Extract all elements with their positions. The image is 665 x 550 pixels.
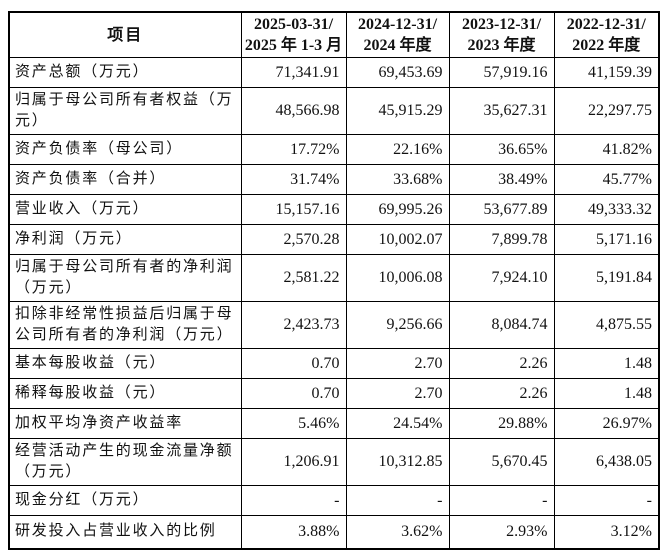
row-value: 2.26 [448,348,555,379]
row-value: 2,423.73 [240,301,347,349]
table-row: 资产负债率（合并） 31.74% 33.68% 38.49% 45.77% [8,164,660,195]
row-label: 研发投入占营业收入的比例 [8,515,242,549]
row-value: 22.16% [345,134,450,165]
row-value: 1.48 [553,348,660,379]
row-value: 7,899.78 [448,224,555,255]
row-label: 稀释每股收益（元） [8,378,242,409]
table-row: 研发投入占营业收入的比例 3.88% 3.62% 2.93% 3.12% [8,515,660,549]
row-label: 经营活动产生的现金流量净额 （万元） [8,438,242,486]
table-row: 资产负债率（母公司） 17.72% 22.16% 36.65% 41.82% [8,134,660,165]
row-value: 3.12% [553,515,660,549]
row-value: 41,159.39 [553,57,660,88]
row-value: 45,915.29 [345,87,450,135]
table-row: 经营活动产生的现金流量净额 （万元） 1,206.91 10,312.85 5,670… [8,438,660,486]
row-value: 8,084.74 [448,301,555,349]
table-row: 加权平均净资产收益率 5.46% 24.54% 29.88% 26.97% [8,408,660,439]
row-label: 营业收入（万元） [8,194,242,225]
table-row: 资产总额（万元） 71,341.91 69,453.69 57,919.16 41,15… [8,57,660,88]
table-row: 营业收入（万元） 15,157.16 69,995.26 53,677.89 49,33… [8,194,660,225]
row-value: 17.72% [240,134,347,165]
row-value: 38.49% [448,164,555,195]
row-value: 5,191.84 [553,254,660,302]
row-label: 现金分红（万元） [8,485,242,516]
row-label: 归属于母公司所有者的净利润 （万元） [8,254,242,302]
row-label: 资产总额（万元） [8,57,242,88]
row-value: 69,995.26 [345,194,450,225]
row-value: 0.70 [240,348,347,379]
row-value: 53,677.89 [448,194,555,225]
row-label: 归属于母公司所有者权益（万 元） [8,87,242,135]
row-value: 31.74% [240,164,347,195]
row-value: 10,312.85 [345,438,450,486]
table-row: 净利润（万元） 2,570.28 10,002.07 7,899.78 5,171.16 [8,224,660,255]
table-row: 扣除非经常性损益后归属于母 公司所有者的净利润（万元） 2,423.73 9,256… [8,301,660,349]
row-value: - [553,485,660,516]
row-value: 69,453.69 [345,57,450,88]
row-value: - [345,485,450,516]
row-value: 10,006.08 [345,254,450,302]
row-value: 0.70 [240,378,347,409]
row-value: 48,566.98 [240,87,347,135]
row-value: 15,157.16 [240,194,347,225]
row-value: 7,924.10 [448,254,555,302]
financial-summary-table-wrap: 项目 2025-03-31/ 2025 年 1-3 月 2024-12-31/ 2… [8,11,660,550]
row-value: 35,627.31 [448,87,555,135]
row-value: 41.82% [553,134,660,165]
row-value: 3.62% [345,515,450,549]
row-label: 扣除非经常性损益后归属于母 公司所有者的净利润（万元） [8,301,242,349]
table-row: 稀释每股收益（元） 0.70 2.70 2.26 1.48 [8,378,660,409]
row-value: 71,341.91 [240,57,347,88]
row-value: 36.65% [448,134,555,165]
row-value: - [448,485,555,516]
row-value: 22,297.75 [553,87,660,135]
row-value: 33.68% [345,164,450,195]
row-label: 加权平均净资产收益率 [8,408,242,439]
row-value: 45.77% [553,164,660,195]
row-label: 基本每股收益（元） [8,348,242,379]
row-value: 57,919.16 [448,57,555,88]
row-value: 2.93% [448,515,555,549]
row-value: 26.97% [553,408,660,439]
row-value: 5,670.45 [448,438,555,486]
header-item-label: 项目 [8,11,242,58]
row-value: 4,875.55 [553,301,660,349]
header-period-1: 2024-12-31/ 2024 年度 [345,11,450,58]
row-value: 29.88% [448,408,555,439]
header-row: 项目 2025-03-31/ 2025 年 1-3 月 2024-12-31/ 2… [8,11,660,58]
row-value: 2.70 [345,378,450,409]
table-body: 资产总额（万元） 71,341.91 69,453.69 57,919.16 41,15… [8,57,660,549]
financial-summary-table: 项目 2025-03-31/ 2025 年 1-3 月 2024-12-31/ 2… [8,11,660,550]
row-value: 2,570.28 [240,224,347,255]
row-value: 2.70 [345,348,450,379]
header-period-0: 2025-03-31/ 2025 年 1-3 月 [240,11,347,58]
row-value: 9,256.66 [345,301,450,349]
table-row: 现金分红（万元） - - - - [8,485,660,516]
row-value: 5.46% [240,408,347,439]
row-value: 2.26 [448,378,555,409]
header-period-3: 2022-12-31/ 2022 年度 [553,11,660,58]
table-row: 基本每股收益（元） 0.70 2.70 2.26 1.48 [8,348,660,379]
row-value: 3.88% [240,515,347,549]
row-value: - [240,485,347,516]
header-period-2: 2023-12-31/ 2023 年度 [448,11,555,58]
row-value: 2,581.22 [240,254,347,302]
row-value: 1,206.91 [240,438,347,486]
row-value: 10,002.07 [345,224,450,255]
row-value: 6,438.05 [553,438,660,486]
table-row: 归属于母公司所有者的净利润 （万元） 2,581.22 10,006.08 7,924… [8,254,660,302]
table-header: 项目 2025-03-31/ 2025 年 1-3 月 2024-12-31/ 2… [8,11,660,58]
row-value: 5,171.16 [553,224,660,255]
row-value: 49,333.32 [553,194,660,225]
row-value: 1.48 [553,378,660,409]
row-label: 资产负债率（合并） [8,164,242,195]
row-label: 净利润（万元） [8,224,242,255]
row-value: 24.54% [345,408,450,439]
table-row: 归属于母公司所有者权益（万 元） 48,566.98 45,915.29 35,627… [8,87,660,135]
row-label: 资产负债率（母公司） [8,134,242,165]
